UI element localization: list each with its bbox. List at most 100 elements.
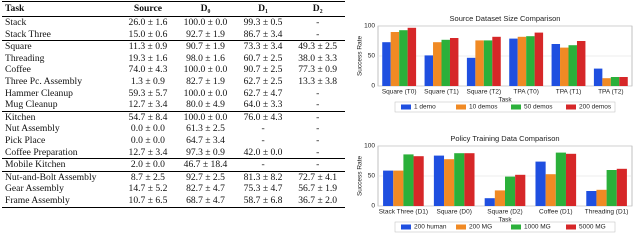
bar <box>515 174 526 206</box>
y-tick-label: 100 <box>364 23 375 30</box>
header-row: Task Source D₀ D₁ D₂ <box>2 1 345 17</box>
task-name: Pick Place <box>5 134 46 146</box>
table-row: Nut Assembly 0.0 ± 0.0 61.3 ± 2.5 - - <box>2 123 345 135</box>
table-cell: 14.7 ± 5.2 <box>128 183 168 195</box>
table-cell: - <box>316 134 320 146</box>
bar <box>535 161 546 206</box>
task-name: Stack <box>5 17 27 28</box>
table-row: Threading 19.3 ± 1.6 98.0 ± 1.6 60.7 ± 2.5 3… <box>2 53 345 65</box>
bar <box>555 152 566 206</box>
table-cell: - <box>316 111 320 123</box>
legend-swatch <box>456 224 466 230</box>
bar <box>560 47 569 86</box>
task-name: Mobile Kitchen <box>5 159 66 171</box>
table-cell: - <box>316 146 320 158</box>
bar <box>619 77 628 86</box>
task-name: Threading <box>5 52 45 64</box>
table-cell: 92.7 ± 2.5 <box>186 171 225 183</box>
table-row: Coffee 74.0 ± 4.3 100.0 ± 0.0 90.7 ± 2.5 77.… <box>2 64 345 76</box>
table-cell: 49.3 ± 2.5 <box>298 41 338 53</box>
chart-title: Policy Training Data Comparison <box>450 134 559 143</box>
table-cell: - <box>261 123 265 135</box>
table-cell: 68.7 ± 4.7 <box>186 194 225 206</box>
legend-box <box>394 221 616 233</box>
table-cell: - <box>316 159 320 171</box>
header-cell: D₀ <box>175 1 236 17</box>
table-cell: 90.7 ± 2.5 <box>243 64 283 76</box>
x-tick-label: TPA (T2) <box>598 89 624 96</box>
table-cell: 58.7 ± 6.8 <box>243 194 283 206</box>
table-cell: 82.7 ± 4.7 <box>186 183 225 195</box>
bar <box>383 170 394 206</box>
results-table: Task Source D₀ D₁ D₂ Stack 26.0 ± 1.6 100.0 ± 0… <box>2 1 345 208</box>
y-tick-label: 0 <box>371 83 375 90</box>
table-cell: 100.0 ± 0.0 <box>183 111 228 123</box>
table-row: Stack 26.0 ± 1.6 100.0 ± 0.0 99.3 ± 0.5 - <box>2 17 345 29</box>
x-tick-label: Square (D0) <box>436 209 471 216</box>
bar <box>593 68 603 86</box>
legend-box <box>394 101 616 113</box>
x-axis-label: Task <box>498 97 512 104</box>
table-cell: - <box>316 87 320 99</box>
header-cell: D₁ <box>235 1 291 17</box>
table-cell: 100.0 ± 0.0 <box>183 17 228 28</box>
table-cell: 100.0 ± 0.0 <box>183 87 228 99</box>
bar <box>441 39 450 86</box>
table-cell: 90.7 ± 1.9 <box>186 41 225 53</box>
table-cell: - <box>261 159 265 171</box>
bar <box>509 38 518 86</box>
table-cell: 98.0 ± 1.6 <box>186 52 225 64</box>
table-cell: 72.7 ± 4.1 <box>298 171 338 183</box>
x-tick-label: Square (T2) <box>466 89 501 96</box>
bar <box>616 168 627 206</box>
table-cell: 38.0 ± 3.3 <box>298 52 338 64</box>
table-cell: 59.3 ± 5.7 <box>128 87 168 99</box>
header-cell: Source <box>120 1 176 17</box>
y-tick-label: 50 <box>368 53 376 60</box>
row-group: Mobile Kitchen 2.0 ± 0.0 46.7 ± 18.4 - - <box>2 158 345 172</box>
bar <box>449 38 459 86</box>
bar <box>483 40 493 86</box>
bar <box>526 36 535 86</box>
table-row: Gear Assembly 14.7 ± 5.2 82.7 ± 4.7 75.3 ± … <box>2 183 345 195</box>
legend-swatch <box>401 224 411 230</box>
x-axis-label: Task <box>498 217 512 224</box>
bar <box>444 159 455 206</box>
bar <box>464 153 475 206</box>
charts: Source Dataset Size Comparison Success Ra… <box>357 14 633 233</box>
table-cell: 82.7 ± 1.9 <box>186 75 225 87</box>
y-axis-label: Success Rate <box>357 156 364 196</box>
table-cell: 74.0 ± 4.3 <box>128 64 168 76</box>
table-row: Mobile Kitchen 2.0 ± 0.0 46.7 ± 18.4 - - <box>2 159 345 172</box>
header-cell: Task <box>2 1 121 17</box>
row-group: Stack 26.0 ± 1.6 100.0 ± 0.0 99.3 ± 0.5- Sta… <box>2 16 345 41</box>
legend-swatch <box>456 104 466 110</box>
row-group: Nut-and-Bolt Assembly 8.7 ± 2.5 92.7 ± 2.5… <box>2 171 345 207</box>
header-cell: D₂ <box>290 1 345 17</box>
table-cell: 61.3 ± 2.5 <box>186 123 225 135</box>
task-name: Coffee <box>5 64 31 76</box>
x-tick-label: Square (T1) <box>424 89 459 96</box>
legend-label: 200 demos <box>579 104 612 111</box>
table-cell: 13.3 ± 3.8 <box>298 75 338 87</box>
legend-swatch <box>511 224 521 230</box>
task-name: Nut-and-Bolt Assembly <box>5 171 97 183</box>
bar <box>399 30 408 86</box>
bar <box>433 42 442 86</box>
table-cell: - <box>316 99 320 111</box>
bar <box>551 44 561 86</box>
x-tick-label: Stack Three (D1) <box>379 209 428 216</box>
bar <box>403 154 414 206</box>
bar <box>390 32 400 86</box>
table-cell: 56.7 ± 1.9 <box>298 183 338 195</box>
bar <box>576 41 586 86</box>
table-row: Coffee Preparation 12.7 ± 3.4 97.3 ± 0.9 42… <box>2 147 345 159</box>
bar <box>475 40 484 86</box>
table-cell: 0.0 ± 0.0 <box>130 123 165 135</box>
table-cell: 12.7 ± 3.4 <box>128 99 168 111</box>
table-cell: 99.3 ± 0.5 <box>243 17 283 28</box>
task-name: Coffee Preparation <box>5 146 78 158</box>
x-tick-label: Square (D2) <box>487 209 522 216</box>
table-row: Nut-and-Bolt Assembly 8.7 ± 2.5 92.7 ± 2.5… <box>2 171 345 183</box>
